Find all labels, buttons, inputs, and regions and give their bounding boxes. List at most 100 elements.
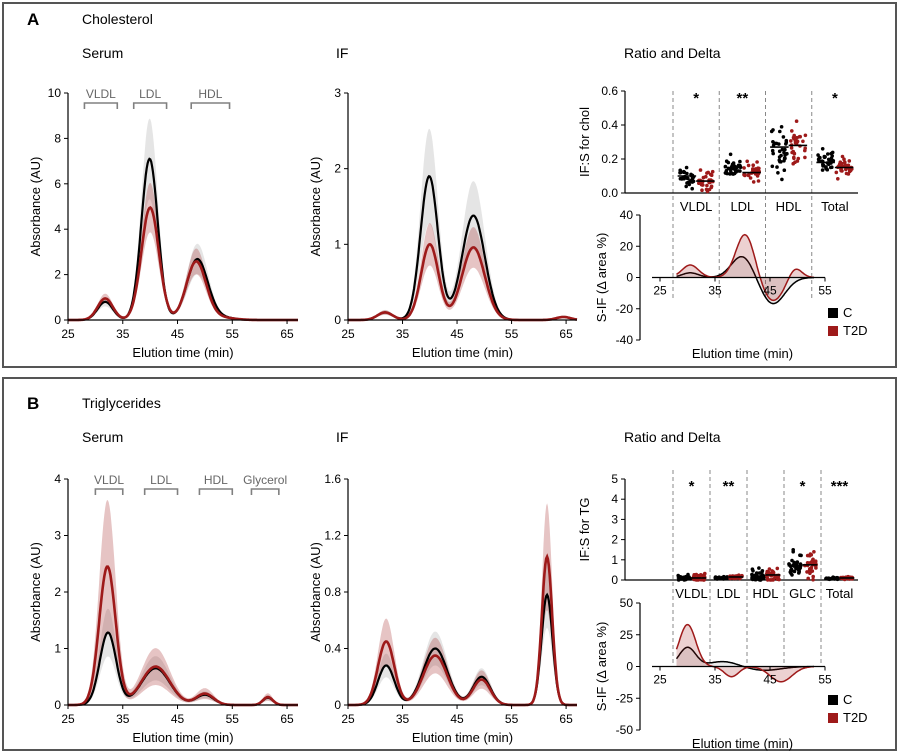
panel-a-ratio-dot-t2d-2-25 (794, 119, 799, 123)
panel-b-ratio-significance-4: *** (831, 478, 849, 495)
panel-b-serum-bracket-1 (143, 488, 179, 495)
panel-a-ratio-dot-t2d-0-20 (706, 170, 710, 175)
panel-b-delta-y-tick-label-1: -25 (616, 691, 634, 705)
panel-b-ratio-dot-t2d-3-20 (811, 574, 815, 579)
panel-a-ratio-dot-c-2-5 (784, 142, 788, 146)
panel-a-delta-x-tick-label-1: 35 (708, 284, 722, 298)
panel-a-ratio-category-label-2: HDL (776, 199, 802, 214)
panel-b-ratio-dot-c-0-32 (682, 578, 687, 582)
panel-b-ratio-dot-c-3-33 (788, 570, 793, 574)
panel-b-ratio-dot-c-3-21 (798, 562, 803, 566)
panel-a-delta-y-tick-label-2: 0 (626, 271, 633, 285)
panel-a-ratio-dot-t2d-3-18 (844, 171, 849, 176)
panel-a-serum-bracket-0 (83, 102, 119, 109)
panel-b-ratio-dot-c-3-32 (795, 561, 799, 566)
panel-a-ratio-dot-c-1-19 (733, 170, 738, 174)
panel-a-ratio-dot-c-2-8 (785, 151, 789, 156)
panel-a-ratio-dot-t2d-3-27 (840, 154, 845, 159)
b-if-title: IF (336, 429, 348, 445)
b-serum-title: Serum (82, 429, 123, 445)
panel-b-ratio-dot-t2d-3-32 (808, 569, 813, 573)
panel-b-ratio-y-tick-label-3: 3 (611, 512, 618, 526)
panel-b-delta-x-tick-label-1: 35 (708, 673, 722, 687)
panel-b-ratio-dot-c-3-27 (794, 566, 798, 571)
panel-a-ratio-dot-c-3-30 (824, 165, 828, 169)
panel-a-ratio-dot-c-2-2 (770, 148, 775, 153)
panel-b-ratio-dot-t2d-3-28 (805, 561, 810, 565)
panel-a-ratio-dot-t2d-0-8 (700, 188, 704, 192)
panel-a-ratio-y-tick-label-3: 0.6 (601, 84, 618, 98)
panel-a-ratio-dot-c-2-18 (776, 171, 780, 175)
panel-a-ratio-significance-0: * (693, 90, 699, 107)
panel-a-ratio-dot-t2d-1-8 (746, 173, 751, 177)
panel-a-if-band-c (348, 128, 577, 320)
panel-a-ratio-dot-c-1-31 (728, 172, 732, 176)
panel-a-serum-y-tick-label-2: 4 (54, 222, 61, 236)
panel-a-ratio-dot-c-0-27 (684, 184, 688, 189)
panel-a-serum-x-tick-label-0: 25 (61, 327, 75, 341)
panel-a-ratio-dot-t2d-2-30 (803, 155, 807, 160)
panel-b-serum-bracket-label-3: Glycerol (243, 473, 287, 487)
panel-a-ratio-dot-c-2-23 (777, 158, 782, 162)
panel-a-ratio-y-tick-label-0: 0.0 (601, 186, 618, 200)
panel-b-serum-line-c (68, 631, 298, 707)
panel-b-ratio-dot-t2d-2-25 (771, 578, 775, 582)
panel-b-ratio-significance-0: * (689, 478, 695, 495)
panel-a-border (2, 2, 897, 368)
panel-b-ratio-dot-t2d-3-18 (805, 553, 810, 558)
panel-b-delta-y-label: S-IF (Δ area %) (594, 622, 609, 712)
panel-a-ratio-dot-t2d-1-28 (755, 160, 759, 164)
panel-a-ratio-dot-c-3-21 (830, 165, 834, 169)
panel-a-ratio-dot-c-0-31 (688, 179, 692, 183)
panel-b-if-y-tick-label-3: 1.2 (324, 529, 341, 543)
panel-a-if-x-label: Elution time (min) (412, 345, 513, 360)
panel-a-ratio-dot-c-3-12 (820, 147, 825, 151)
panel-b-ratio-dot-t2d-3-21 (814, 566, 818, 570)
panel-a-ratio-y-tick-label-2: 0.4 (601, 118, 618, 132)
panel-a-legend-label-0: C (843, 305, 852, 320)
panel-a-serum-bracket-label-2: HDL (198, 87, 222, 101)
panel-a-ratio-dot-c-2-10 (782, 168, 787, 172)
panel-a-ratio-dot-t2d-3-28 (847, 159, 852, 163)
panel-a-ratio-dot-c-2-31 (783, 147, 787, 152)
panel-b-if-x-tick-label-0: 25 (341, 712, 355, 726)
panel-b-serum-x-label: Elution time (min) (132, 730, 233, 745)
panel-b-ratio-y-label: IF:S for TG (577, 497, 592, 561)
panel-a-serum-x-tick-label-2: 45 (171, 327, 185, 341)
panel-a-ratio-dot-t2d-3-4 (842, 157, 846, 161)
panel-a-if-line-c (348, 174, 578, 322)
panel-b-ratio-dot-t2d-0-25 (699, 573, 703, 577)
panel-a-ratio-dot-t2d-0-18 (697, 181, 701, 185)
panel-b-if-y-label: Absorbance (AU) (308, 542, 323, 642)
panel-a-ratio-dot-c-3-31 (826, 157, 831, 162)
panel-a-ratio-dot-c-3-25 (820, 168, 825, 172)
panel-a-ratio-dot-t2d-1-7 (742, 166, 746, 170)
panel-a-ratio-dot-c-0-30 (686, 176, 690, 181)
panel-a-ratio-dot-c-2-28 (784, 138, 789, 143)
panel-b-ratio-significance-3: * (800, 478, 806, 495)
panel-a-ratio-dot-t2d-3-3 (834, 170, 839, 175)
panel-a-serum-y-tick-label-3: 6 (54, 177, 61, 191)
panel-b-delta-y-tick-label-3: 25 (620, 628, 634, 642)
panel-a-serum-bracket-label-0: VLDL (86, 87, 116, 101)
panel-a-ratio-dot-t2d-0-29 (701, 175, 706, 180)
panel-b-ratio-dot-t2d-0-27 (701, 578, 706, 582)
panel-a-ratio-dot-t2d-0-2 (710, 169, 715, 174)
panel-b-ratio-dot-t2d-0-18 (703, 571, 707, 576)
b-ratio-title: Ratio and Delta (624, 429, 721, 445)
panel-b-ratio-dot-c-2-26 (757, 571, 762, 575)
panel-a-ratio-dot-t2d-1-30 (743, 173, 747, 177)
panel-b-ratio-dot-t2d-3-33 (813, 561, 817, 565)
panel-a-if-x-tick-label-0: 25 (341, 327, 355, 341)
panel-a-ratio-dot-c-3-27 (821, 164, 825, 168)
panel-b-ratio-dot-c-3-25 (790, 573, 794, 577)
panel-b-ratio-dot-c-2-11 (751, 569, 755, 573)
panel-b-ratio-dot-t2d-3-25 (808, 552, 813, 556)
panel-b-if-x-tick-label-3: 55 (505, 712, 519, 726)
panel-b-ratio-dot-t2d-3-22 (811, 557, 815, 562)
panel-b-ratio-y-tick-label-0: 0 (611, 573, 618, 587)
panel-a-delta-y-tick-label-3: 20 (620, 239, 634, 253)
panel-a-ratio-dot-c-0-23 (690, 186, 694, 191)
panel-b-serum-x-tick-label-3: 55 (226, 712, 240, 726)
panel-b-ratio-dot-t2d-3-30 (812, 550, 816, 554)
